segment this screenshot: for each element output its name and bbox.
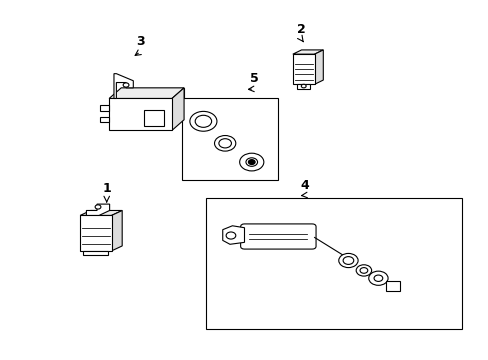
Polygon shape: [114, 74, 133, 99]
Circle shape: [301, 84, 305, 88]
Circle shape: [95, 205, 101, 209]
Circle shape: [189, 111, 217, 131]
Polygon shape: [292, 50, 323, 54]
Circle shape: [338, 253, 357, 267]
Circle shape: [343, 257, 353, 264]
Bar: [100, 105, 109, 111]
Circle shape: [123, 83, 129, 87]
Polygon shape: [314, 50, 323, 84]
Circle shape: [195, 115, 211, 127]
FancyBboxPatch shape: [240, 224, 315, 249]
Bar: [100, 117, 109, 122]
Polygon shape: [172, 88, 183, 130]
Bar: [386, 281, 399, 291]
Polygon shape: [80, 211, 122, 215]
Polygon shape: [109, 99, 172, 130]
Circle shape: [219, 139, 231, 148]
Bar: [181, 99, 278, 180]
Polygon shape: [109, 88, 183, 99]
Circle shape: [373, 275, 382, 282]
Circle shape: [359, 267, 367, 273]
Text: 4: 4: [300, 179, 309, 192]
Circle shape: [355, 265, 371, 276]
Polygon shape: [86, 204, 109, 215]
Bar: [205, 198, 461, 329]
Polygon shape: [111, 211, 122, 251]
Bar: [297, 84, 309, 89]
Polygon shape: [80, 215, 111, 251]
Text: 1: 1: [102, 183, 111, 195]
Polygon shape: [292, 54, 314, 84]
Circle shape: [239, 153, 264, 171]
Circle shape: [245, 158, 257, 166]
Circle shape: [368, 271, 387, 285]
Polygon shape: [121, 88, 183, 120]
Circle shape: [225, 232, 235, 239]
Text: 3: 3: [136, 35, 144, 48]
Text: 5: 5: [249, 72, 258, 85]
Polygon shape: [223, 226, 244, 244]
Circle shape: [248, 159, 255, 165]
Bar: [143, 110, 164, 126]
Text: 2: 2: [297, 23, 305, 36]
Circle shape: [214, 135, 235, 151]
Bar: [83, 251, 108, 255]
